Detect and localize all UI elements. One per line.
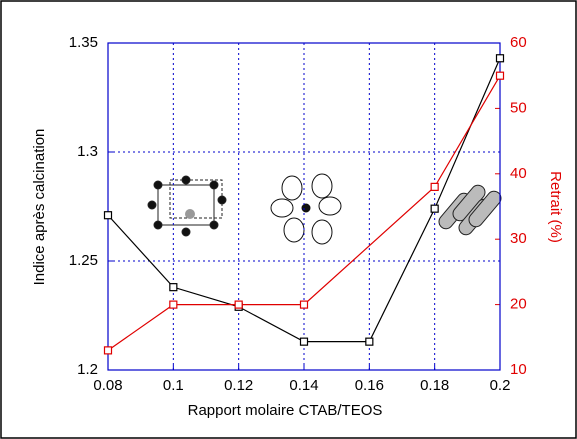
x-tick-label: 0.1 bbox=[163, 377, 184, 394]
plot-border bbox=[107, 42, 501, 371]
marker bbox=[495, 71, 505, 80]
marker bbox=[299, 337, 309, 346]
y2-tick-label: 60 bbox=[510, 34, 527, 51]
illustration-hexagonal-tubes bbox=[438, 184, 502, 236]
marker bbox=[365, 337, 374, 346]
y-tick-label: 1.2 bbox=[77, 361, 98, 378]
y2-tick-label: 20 bbox=[510, 296, 527, 313]
series-line bbox=[107, 75, 501, 351]
marker bbox=[103, 346, 113, 355]
x-tick-label: 0.16 bbox=[355, 377, 384, 394]
illustration-cubic bbox=[147, 175, 227, 237]
marker bbox=[430, 182, 439, 191]
x-axis-label: Rapport molaire CTAB/TEOS bbox=[188, 402, 383, 419]
y2-tick-label: 10 bbox=[510, 361, 527, 378]
marker bbox=[169, 300, 178, 309]
x-tick-label: 0.12 bbox=[224, 377, 253, 394]
x-tick-label: 0.18 bbox=[420, 377, 449, 394]
marker bbox=[234, 300, 243, 309]
y2-tick-label: 30 bbox=[510, 230, 527, 247]
marker bbox=[103, 211, 113, 220]
marker bbox=[430, 204, 439, 213]
x-tick-label: 0.14 bbox=[289, 377, 318, 394]
y2-tick-label: 50 bbox=[510, 99, 527, 116]
x-tick-label: 0.08 bbox=[93, 377, 122, 394]
marker bbox=[495, 54, 505, 63]
y2-axis-label: Retrait (%) bbox=[547, 171, 564, 243]
marker bbox=[169, 283, 178, 292]
x-tick-label: 0.2 bbox=[490, 377, 511, 394]
y-tick-label: 1.25 bbox=[69, 252, 98, 269]
marker bbox=[299, 300, 309, 309]
y2-tick-label: 40 bbox=[510, 165, 527, 182]
y-axis-label: Indice après calcination bbox=[31, 129, 48, 286]
y-tick-label: 1.3 bbox=[77, 143, 98, 160]
y-tick-label: 1.35 bbox=[69, 34, 98, 51]
